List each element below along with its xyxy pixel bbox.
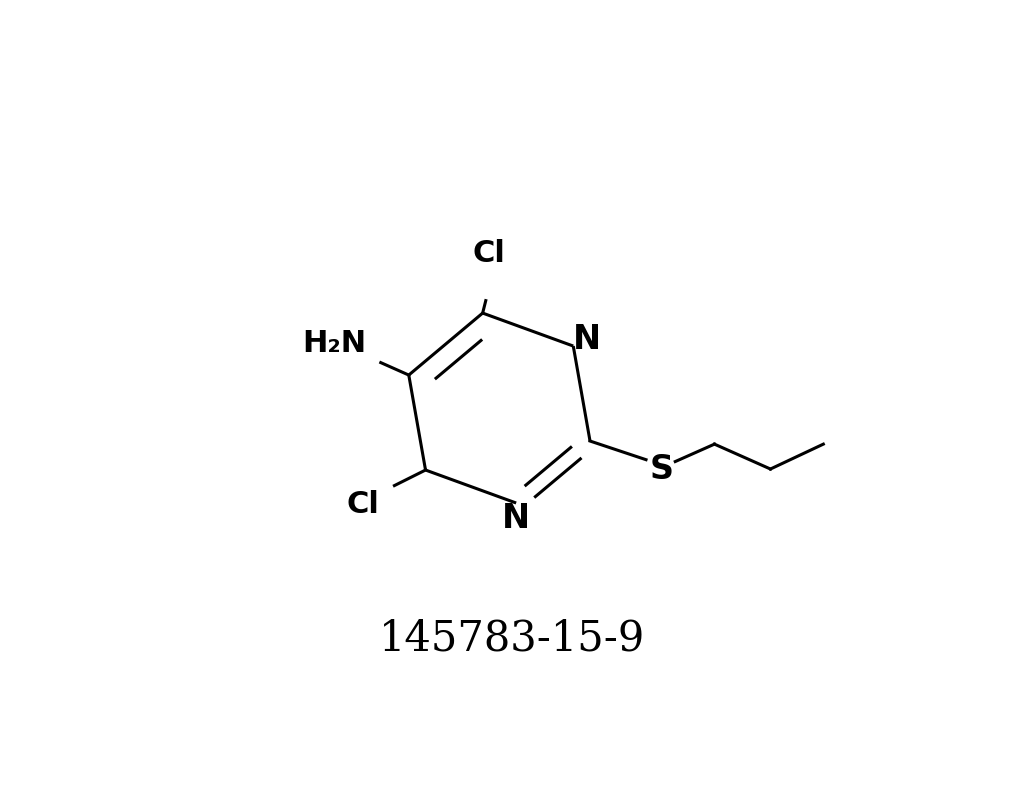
Text: 145783-15-9: 145783-15-9 <box>379 617 644 659</box>
Text: Cl: Cl <box>473 239 505 268</box>
Text: N: N <box>573 323 602 356</box>
Text: N: N <box>502 502 530 535</box>
Text: Cl: Cl <box>347 490 380 519</box>
Text: H₂N: H₂N <box>302 330 366 359</box>
Text: S: S <box>650 452 673 486</box>
